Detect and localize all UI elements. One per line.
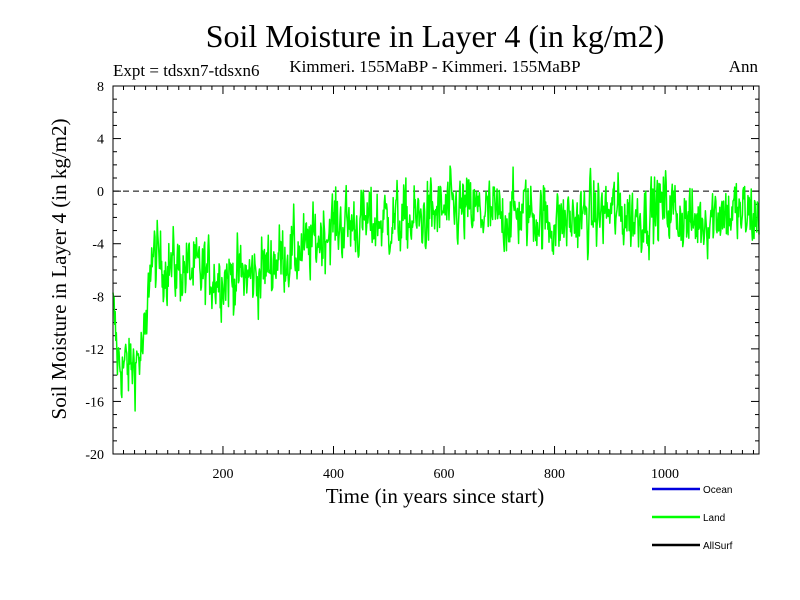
y-tick-label: -4 [92, 238, 104, 253]
plot-frame [112, 85, 760, 455]
y-tick-label: -16 [85, 395, 104, 410]
y-tick-label: 8 [97, 80, 104, 95]
y-tick-label: -20 [85, 448, 104, 463]
x-tick-label: 200 [212, 467, 233, 482]
land-series-line [112, 165, 760, 412]
season-label: Ann [729, 57, 759, 76]
x-tick-label: 1000 [651, 467, 679, 482]
y-tick-label: 0 [97, 185, 104, 200]
y-tick-label: -8 [92, 290, 104, 305]
x-axis-label: Time (in years since start) [326, 484, 545, 508]
y-axis-label: Soil Moisture in Layer 4 (in kg/m2) [47, 119, 71, 420]
period-label: Kimmeri. 155MaBP - Kimmeri. 155MaBP [289, 57, 580, 76]
x-tick-label: 400 [323, 467, 344, 482]
x-axis-ticks [122, 86, 754, 454]
experiment-label: Expt = tdsxn7-tdsxn6 [113, 61, 260, 80]
x-tick-label: 800 [544, 467, 565, 482]
x-tick-label: 600 [434, 467, 455, 482]
legend-land-label: Land [703, 513, 725, 524]
y-tick-label: -12 [85, 343, 104, 358]
legend-ocean-label: Ocean [703, 485, 732, 496]
legend: Ocean Land AllSurf [652, 485, 733, 552]
x-tick-labels: 200 400 600 800 1000 [212, 467, 679, 482]
chart-title: Soil Moisture in Layer 4 (in kg/m2) [206, 18, 665, 54]
y-tick-label: 4 [97, 133, 104, 148]
y-tick-labels: -20 -16 -12 -8 -4 0 4 8 [85, 80, 104, 463]
legend-allsurf-label: AllSurf [703, 541, 733, 552]
